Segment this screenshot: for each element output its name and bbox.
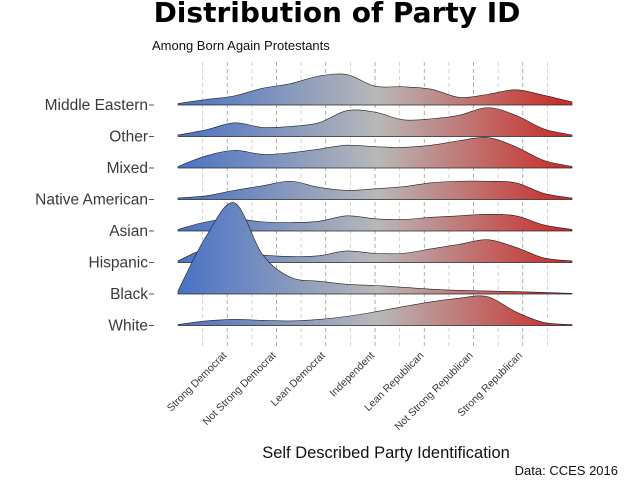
y-label-white: White xyxy=(108,318,148,335)
y-label-black: Black xyxy=(110,286,148,303)
y-axis-labels: Middle Eastern Other Mixed Native American A… xyxy=(35,97,154,335)
ridge-series xyxy=(177,73,573,326)
ridge-mixed xyxy=(177,137,573,169)
y-label-other: Other xyxy=(109,129,148,146)
y-label-mixed: Mixed xyxy=(107,160,148,177)
x-tick-label: Independent xyxy=(327,350,377,400)
y-label-middle-eastern: Middle Eastern xyxy=(45,97,148,114)
chart-title: Distribution of Party ID xyxy=(154,0,521,29)
x-axis-title: Self Described Party Identification xyxy=(262,444,510,462)
ridge-native-american xyxy=(177,180,573,200)
y-label-native-american: Native American xyxy=(35,192,148,209)
ridge-black xyxy=(177,202,573,295)
y-label-hispanic: Hispanic xyxy=(89,255,149,272)
vertical-gridlines xyxy=(202,62,548,347)
chart-subtitle: Among Born Again Protestants xyxy=(152,38,330,53)
chart-caption: Data: CCES 2016 xyxy=(515,463,618,478)
y-label-asian: Asian xyxy=(109,223,148,240)
ridge-middle-eastern xyxy=(177,73,573,106)
ridge-white xyxy=(177,295,573,326)
ridge-other xyxy=(177,107,573,137)
